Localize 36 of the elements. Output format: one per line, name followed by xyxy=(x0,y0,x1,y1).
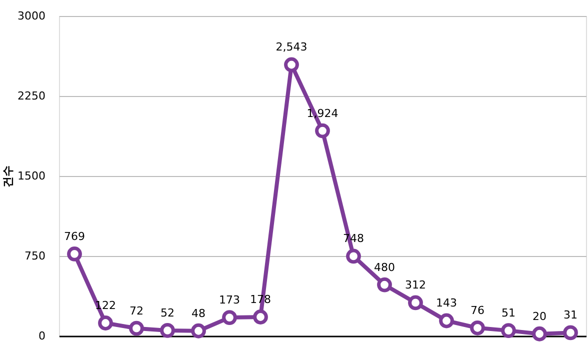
data-label: 769 xyxy=(64,230,85,243)
y-tick-label: 2250 xyxy=(18,90,46,102)
data-label: 52 xyxy=(160,306,174,320)
point xyxy=(191,323,206,338)
point xyxy=(129,320,144,336)
point xyxy=(98,316,113,330)
point xyxy=(563,325,578,340)
point xyxy=(346,248,361,264)
y-axis-title: 건수 xyxy=(2,166,15,188)
y-tick-label: 750 xyxy=(24,250,46,262)
point xyxy=(470,320,485,336)
y-tick-label: 1500 xyxy=(18,170,46,182)
point xyxy=(160,323,175,338)
point xyxy=(532,326,547,342)
data-label: 51 xyxy=(502,306,516,320)
y-tick-label: 0 xyxy=(38,330,46,342)
point xyxy=(408,295,423,310)
data-label: 312 xyxy=(405,278,426,292)
data-label: 480 xyxy=(374,260,395,274)
point xyxy=(253,310,268,324)
point xyxy=(377,277,392,292)
point xyxy=(284,57,299,72)
data-label: 173 xyxy=(219,294,240,307)
y-tick-label: 3000 xyxy=(18,10,46,22)
data-label: 76 xyxy=(470,304,484,317)
data-label: 72 xyxy=(130,304,144,318)
data-label: 2,543 xyxy=(276,40,308,54)
data-label: 20 xyxy=(532,310,546,323)
point xyxy=(439,313,454,328)
point xyxy=(501,323,516,338)
point xyxy=(315,123,330,138)
point xyxy=(67,246,82,262)
data-label: 48 xyxy=(192,306,206,320)
point xyxy=(222,310,237,325)
data-label: 143 xyxy=(436,296,457,310)
data-label: 31 xyxy=(564,308,578,322)
